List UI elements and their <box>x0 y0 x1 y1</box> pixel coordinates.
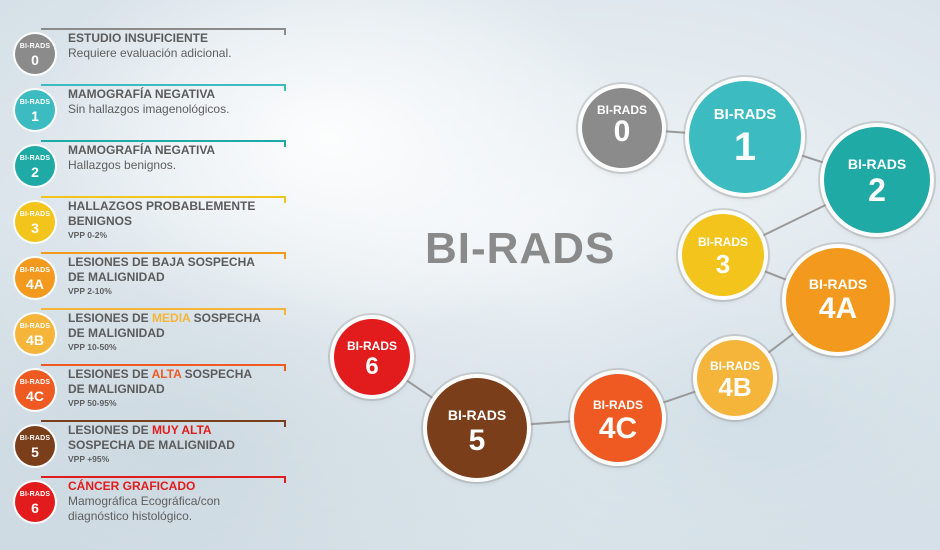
legend-item-2: BI-RADS 2 MAMOGRAFÍA NEGATIVA Hallazgos … <box>15 140 286 192</box>
legend-item-5: BI-RADS 5 LESIONES DE MUY ALTA SOSPECHA … <box>15 420 286 472</box>
legend-divider <box>41 420 286 427</box>
legend-divider <box>41 140 286 147</box>
legend-divider <box>41 84 286 91</box>
legend-item-4a: BI-RADS 4A LESIONES DE BAJA SOSPECHA DE … <box>15 252 286 304</box>
badge-birads-2: BI-RADS 2 <box>15 146 55 186</box>
legend-description-line2: diagnóstico histológico. <box>68 509 193 523</box>
legend-divider <box>41 28 286 35</box>
legend-title-line1: LESIONES DE BAJA SOSPECHA <box>68 255 255 269</box>
legend-item-0: BI-RADS 0 ESTUDIO INSUFICIENTE Requiere … <box>15 28 286 80</box>
legend-title: ESTUDIO INSUFICIENTE <box>68 31 209 45</box>
circle-birads-4b: BI-RADS 4B <box>697 340 773 416</box>
badge-birads-5: BI-RADS 5 <box>15 426 55 466</box>
legend-title: CÁNCER GRAFICADO <box>68 479 196 493</box>
legend-item-6: BI-RADS 6 CÁNCER GRAFICADO Mamográfica E… <box>15 476 286 528</box>
badge-birads-4c: BI-RADS 4C <box>15 370 55 410</box>
highlight-muy-alta: MUY ALTA <box>152 423 212 437</box>
legend-divider <box>41 252 286 259</box>
legend-title: MAMOGRAFÍA NEGATIVA <box>68 143 216 157</box>
legend-title-line1: LESIONES DE ALTA SOSPECHA <box>68 367 253 381</box>
legend-item-3: BI-RADS 3 HALLAZGOS PROBABLEMENTE BENIGN… <box>15 196 286 248</box>
legend-divider <box>41 476 286 483</box>
circle-birads-1: BI-RADS 1 <box>689 81 801 193</box>
highlight-media: MEDIA <box>152 311 191 325</box>
legend-title-line2: DE MALIGNIDAD <box>68 270 165 284</box>
circle-birads-3: BI-RADS 3 <box>682 214 764 296</box>
badge-birads-0: BI-RADS 0 <box>15 34 55 74</box>
legend-item-4b: BI-RADS 4B LESIONES DE MEDIA SOSPECHA DE… <box>15 308 286 360</box>
legend-title-line2: DE MALIGNIDAD <box>68 382 165 396</box>
legend-title-line2: DE MALIGNIDAD <box>68 326 165 340</box>
legend-title-line1: LESIONES DE MEDIA SOSPECHA <box>68 311 261 325</box>
legend-vpp: VPP 10-50% <box>68 342 117 352</box>
circle-birads-4c: BI-RADS 4C <box>574 374 662 462</box>
legend-title: MAMOGRAFÍA NEGATIVA <box>68 87 216 101</box>
badge-birads-6: BI-RADS 6 <box>15 482 55 522</box>
badge-birads-3: BI-RADS 3 <box>15 202 55 242</box>
legend-description-line1: Mamográfica Ecográfica/con <box>68 494 221 508</box>
circle-birads-2: BI-RADS 2 <box>824 127 930 233</box>
legend-vpp: VPP 50-95% <box>68 398 117 408</box>
legend-vpp: VPP 2-10% <box>68 286 112 296</box>
legend-title-line2: SOSPECHA DE MALIGNIDAD <box>68 438 235 452</box>
legend-description: Hallazgos benignos. <box>68 158 177 172</box>
badge-birads-4b: BI-RADS 4B <box>15 314 55 354</box>
legend-description: Requiere evaluación adicional. <box>68 46 232 60</box>
circle-birads-4a: BI-RADS 4A <box>786 248 890 352</box>
circle-birads-6: BI-RADS 6 <box>334 319 410 395</box>
legend-title-line1: LESIONES DE MUY ALTA <box>68 423 212 437</box>
diagram-title: BI-RADS <box>425 224 616 273</box>
legend-divider <box>41 308 286 315</box>
highlight-alta: ALTA <box>151 367 182 381</box>
legend-item-1: BI-RADS 1 MAMOGRAFÍA NEGATIVA Sin hallaz… <box>15 84 286 136</box>
badge-birads-1: BI-RADS 1 <box>15 90 55 130</box>
legend-divider <box>41 196 286 203</box>
legend-vpp: VPP 0-2% <box>68 230 108 240</box>
legend-divider <box>41 364 286 371</box>
legend-item-4c: BI-RADS 4C LESIONES DE ALTA SOSPECHA DE … <box>15 364 286 416</box>
legend-vpp: VPP +95% <box>68 454 110 464</box>
legend-title-line2: BENIGNOS <box>68 214 133 228</box>
legend-description: Sin hallazgos imagenológicos. <box>68 102 230 116</box>
badge-birads-4a: BI-RADS 4A <box>15 258 55 298</box>
circle-birads-5: BI-RADS 5 <box>427 378 527 478</box>
legend-title-line1: HALLAZGOS PROBABLEMENTE <box>68 199 256 213</box>
circle-birads-0: BI-RADS 0 <box>582 88 662 168</box>
